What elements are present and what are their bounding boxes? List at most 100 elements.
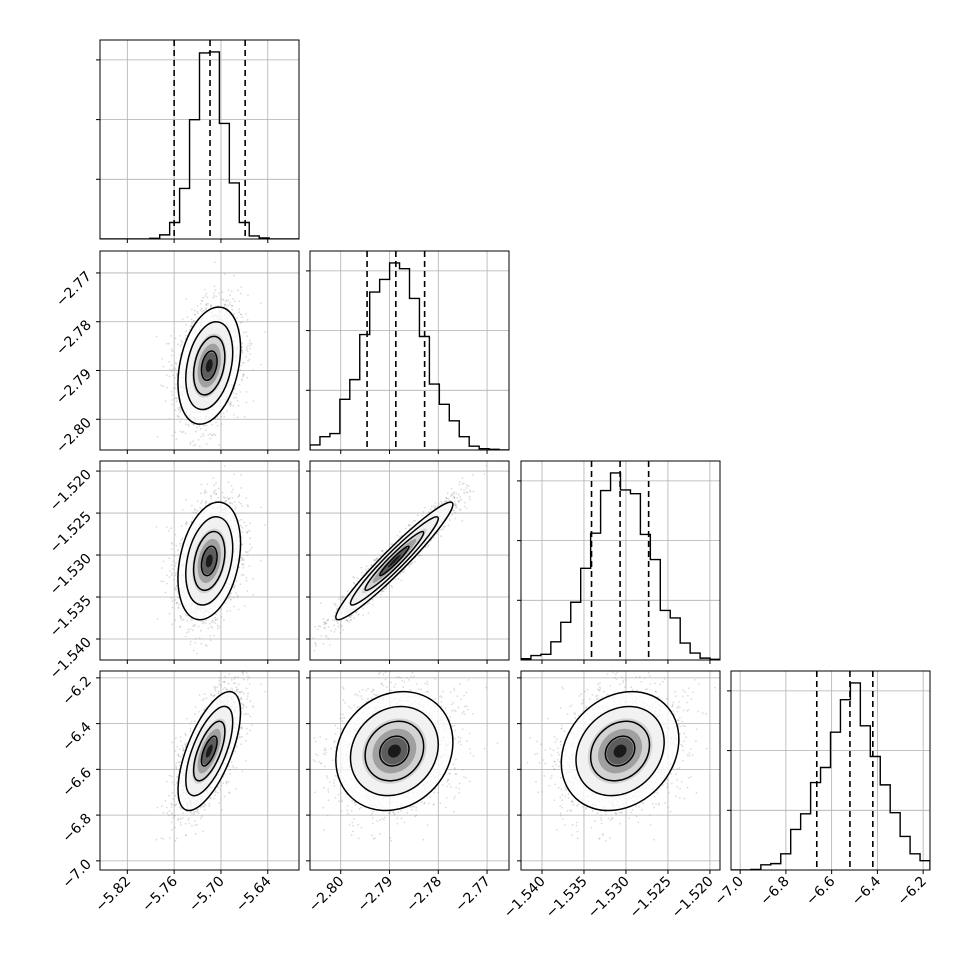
sample-point [174,377,177,379]
sample-point [235,317,238,320]
sample-point [223,465,226,467]
sample-point [199,506,202,509]
sample-point [465,487,468,489]
sample-point [156,435,159,438]
sample-point [177,343,180,346]
sample-point [241,543,244,546]
sample-point [205,491,208,494]
sample-point [202,432,204,435]
sample-point [175,397,178,400]
sample-point [225,300,228,303]
sample-point [240,364,243,367]
sample-point [249,522,252,525]
sample-point [168,375,171,378]
sample-point [174,574,177,577]
sample-point [252,577,254,580]
sample-point [214,289,217,291]
sample-point [200,435,203,438]
sample-point [216,617,219,620]
sample-point [240,378,243,381]
sample-point [193,625,196,627]
sample-point [380,549,383,552]
sample-point [227,597,230,600]
sample-point [220,616,223,618]
sample-point [460,488,462,491]
sample-point [259,560,262,562]
sample-point [238,493,241,496]
sample-point [323,623,326,626]
y-tick-label: −2.78 [53,317,95,359]
sample-point [210,621,213,623]
sample-point [179,544,182,547]
sample-point [370,564,373,567]
sample-point [234,584,236,587]
sample-point [229,401,232,403]
sample-point [248,565,251,567]
sample-point [210,423,213,426]
sample-point [168,612,171,615]
sample-point [191,322,193,324]
sample-point [205,619,208,622]
sample-point [202,621,205,624]
sample-point [164,400,167,403]
sample-point [186,316,189,318]
sample-point [210,495,212,498]
sample-point [227,401,230,404]
sample-point [238,300,241,303]
sample-point [458,508,461,511]
sample-point [196,509,199,512]
sample-point [232,414,235,416]
histogram-steps [100,51,299,239]
sample-point [229,595,232,598]
sample-point [241,379,244,382]
sample-point [250,342,253,345]
sample-point [242,374,245,377]
sample-point [235,392,238,395]
sample-point [210,304,212,306]
sample-point [249,353,252,356]
sample-point [185,523,188,526]
sample-point [216,425,219,427]
sample-point [160,580,163,583]
sample-point [191,516,194,519]
sample-point [217,487,220,490]
scatter-panel-2-0 [96,460,300,664]
contour-line [185,516,234,606]
sample-point [171,394,173,396]
y-tick-label: −2.77 [53,268,95,310]
sample-point [229,598,232,600]
sample-point [225,299,228,302]
sample-point [175,373,178,375]
sample-point [246,350,249,353]
sample-point [460,498,462,501]
sample-point [231,309,234,311]
sample-point [174,397,176,400]
sample-point [233,387,236,390]
sample-point [205,307,208,310]
sample-point [171,399,174,401]
sample-point [241,342,244,345]
sample-point [231,304,233,307]
contour-line [200,350,218,382]
sample-point [181,619,183,622]
sample-point [317,625,320,628]
sample-point [223,415,226,418]
sample-point [209,432,211,435]
sample-point [207,627,210,630]
sample-point [242,373,245,376]
sample-point [407,524,410,527]
sample-point [201,299,204,302]
sample-point [333,619,336,622]
sample-point [229,294,231,297]
sample-point [203,490,206,493]
sample-point [242,375,244,378]
sample-point [230,485,233,487]
sample-point [221,291,224,294]
sample-point [190,318,193,321]
sample-point [194,313,196,316]
sample-point [241,557,244,559]
sample-point [185,298,188,300]
sample-point [385,587,387,590]
sample-point [186,631,188,634]
sample-point [241,345,244,348]
